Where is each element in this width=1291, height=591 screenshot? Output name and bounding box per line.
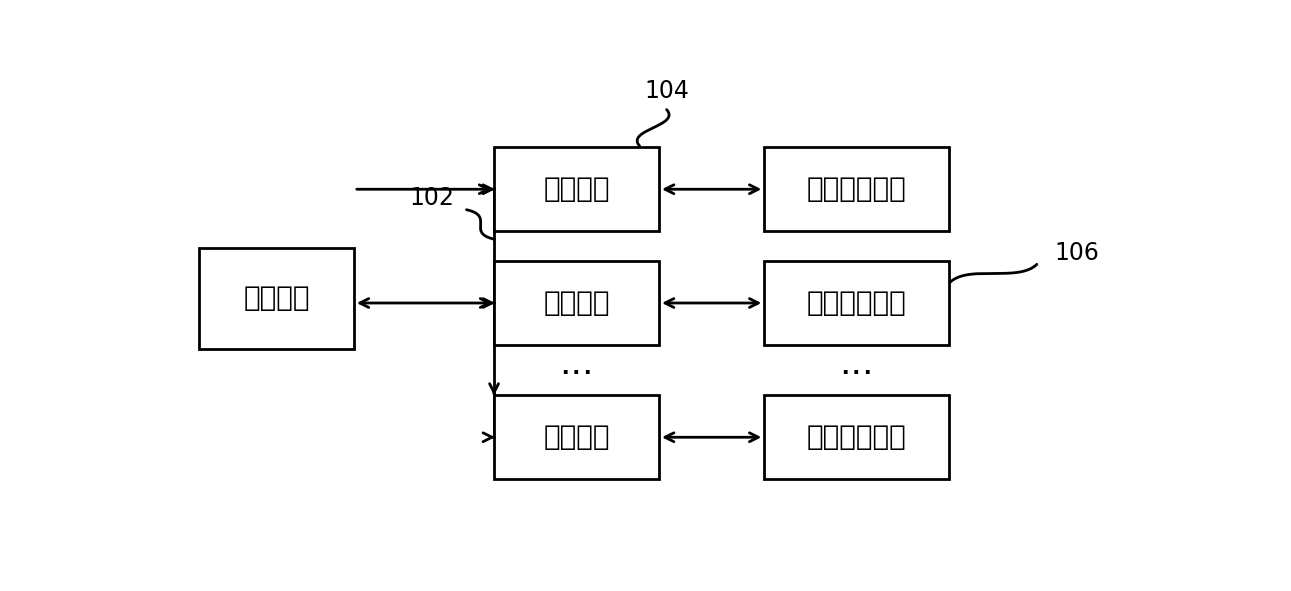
Text: 104: 104	[644, 79, 689, 103]
Text: ...: ...	[559, 348, 594, 381]
Text: 空调机组设备: 空调机组设备	[807, 176, 906, 203]
Bar	[764, 147, 949, 231]
Text: 分控制器: 分控制器	[544, 423, 609, 452]
Text: ...: ...	[839, 348, 874, 381]
Text: 空调机组设备: 空调机组设备	[807, 423, 906, 452]
Bar	[494, 147, 660, 231]
Bar	[199, 248, 354, 349]
Bar	[494, 261, 660, 345]
Bar	[764, 395, 949, 479]
Text: 主控制器: 主控制器	[243, 284, 310, 313]
Text: 106: 106	[1055, 241, 1100, 265]
Text: 分控制器: 分控制器	[544, 176, 609, 203]
Text: 空调机组设备: 空调机组设备	[807, 289, 906, 317]
Bar	[764, 261, 949, 345]
Text: 102: 102	[409, 186, 454, 210]
Bar	[494, 395, 660, 479]
Text: 分控制器: 分控制器	[544, 289, 609, 317]
